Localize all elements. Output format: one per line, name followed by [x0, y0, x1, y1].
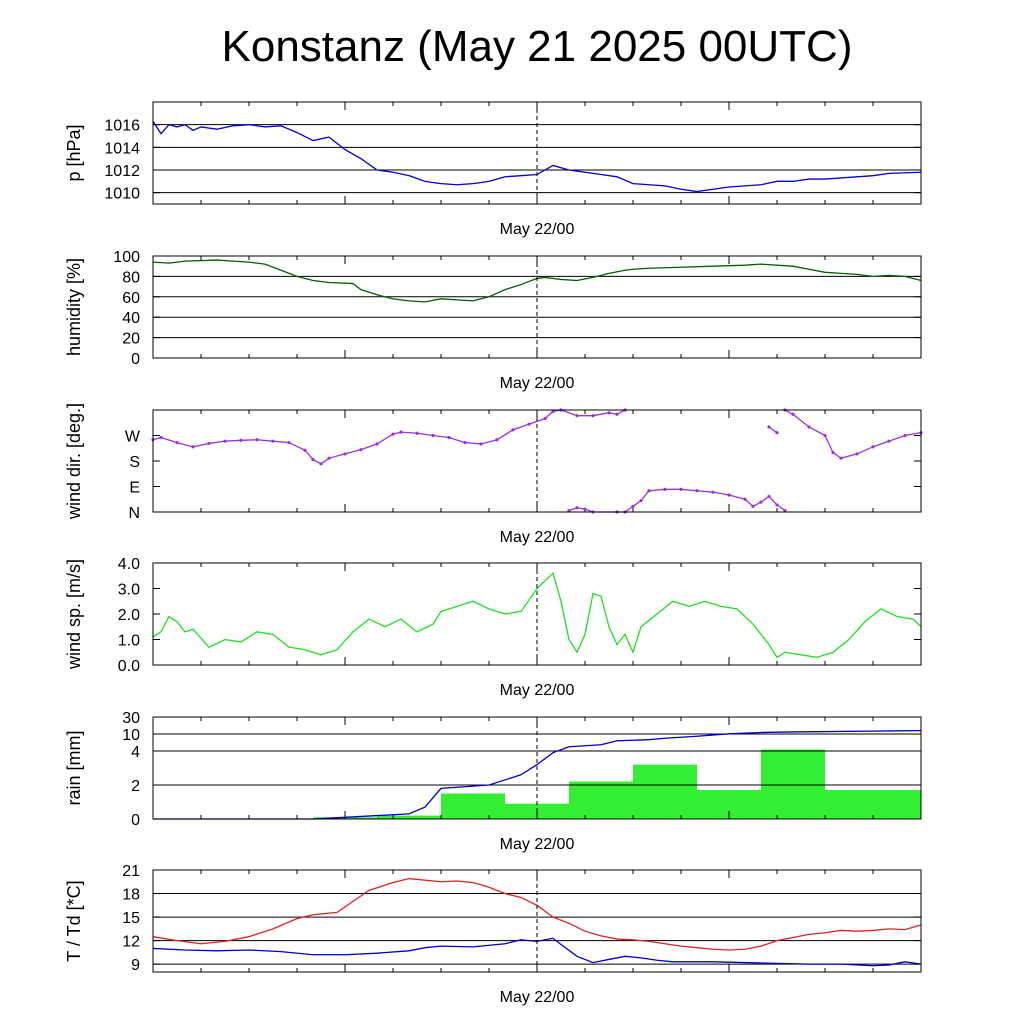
y-tick-label: 9 — [131, 957, 140, 974]
y-tick-label: 2.0 — [118, 607, 140, 624]
y-axis-title: wind dir. [deg.] — [64, 403, 84, 520]
plot-frame — [152, 409, 922, 513]
y-axis-title: rain [mm] — [64, 730, 84, 805]
y-axis-title: humidity [%] — [64, 258, 84, 356]
rain-bar-2 — [377, 815, 441, 819]
y-tick-label: 1.0 — [118, 633, 140, 650]
x-axis-label: May 22/00 — [500, 682, 575, 699]
rain-bar-5 — [569, 781, 633, 819]
y-tick-label: 1012 — [104, 163, 140, 180]
y-tick-label: W — [125, 429, 141, 446]
plot-frame — [152, 562, 922, 666]
y-tick-label: 0 — [131, 351, 140, 368]
series-line-1 — [152, 571, 922, 659]
y-tick-label: 12 — [122, 934, 140, 951]
series-line-1 — [152, 259, 922, 303]
y-axis-title: T / Td [*C] — [64, 880, 84, 961]
x-axis-label: May 22/00 — [500, 989, 575, 1006]
y-tick-label: N — [128, 505, 140, 522]
rain-bar-9 — [825, 790, 921, 819]
y-tick-label: 30 — [122, 710, 140, 727]
chart-panel-6: 9 12 15 18 21 May 22/00 T / Td [*C] — [64, 863, 922, 1006]
wind-dir-trace — [768, 426, 778, 434]
y-axis-title: p [hPa] — [64, 124, 84, 181]
series-line-1 — [152, 120, 922, 193]
wind-dir-trace — [784, 409, 922, 459]
y-tick-label: 4.0 — [118, 556, 140, 573]
y-tick-label: 20 — [122, 331, 140, 348]
rain-bar-6 — [633, 764, 697, 819]
chart-panel-2: 0 20 40 60 80 100 May 22/00 humidity [%] — [64, 249, 922, 392]
plot-frame — [152, 716, 922, 820]
y-tick-label: E — [129, 480, 140, 497]
rain-bar-8 — [761, 749, 825, 819]
y-tick-label: 1016 — [104, 118, 140, 135]
y-tick-label: 15 — [122, 910, 140, 927]
chart-panel-1: 1010 1012 1014 1016 May 22/00 p [hPa] — [64, 101, 922, 238]
series-line-2 — [152, 937, 922, 967]
series-line-1 — [152, 877, 922, 951]
y-axis-title: wind sp. [m/s] — [64, 559, 84, 670]
y-tick-label: 18 — [122, 887, 140, 904]
y-tick-label: 10 — [122, 727, 140, 744]
y-tick-label: 21 — [122, 863, 140, 880]
x-axis-label: May 22/00 — [500, 836, 575, 853]
y-tick-label: 100 — [113, 249, 140, 266]
y-tick-label: 0 — [131, 812, 140, 829]
y-tick-label: 80 — [122, 269, 140, 286]
y-tick-label: 2 — [131, 778, 140, 795]
x-axis-label: May 22/00 — [500, 529, 575, 546]
plot-frame — [152, 101, 922, 205]
series-line-1 — [153, 729, 922, 820]
y-tick-label: 1014 — [104, 140, 140, 157]
chart-panel-4: 0.0 1.0 2.0 3.0 4.0 May 22/00 wind sp. [m/s] — [64, 556, 922, 699]
y-tick-label: 40 — [122, 310, 140, 327]
x-axis-label: May 22/00 — [500, 375, 575, 392]
wind-dir-trace — [568, 488, 786, 513]
rain-bar-3 — [441, 793, 505, 819]
y-tick-label: 4 — [131, 744, 140, 761]
page-title: Konstanz (May 21 2025 00UTC) — [221, 22, 853, 71]
wind-dir-trace — [152, 409, 626, 465]
plot-frame — [152, 869, 922, 973]
plot-frame — [152, 255, 922, 359]
y-tick-label: 3.0 — [118, 582, 140, 599]
y-tick-label: 0.0 — [118, 658, 140, 675]
y-tick-label: S — [129, 454, 140, 471]
y-tick-label: 1010 — [104, 186, 140, 203]
x-axis-label: May 22/00 — [500, 221, 575, 238]
y-tick-label: 60 — [122, 290, 140, 307]
